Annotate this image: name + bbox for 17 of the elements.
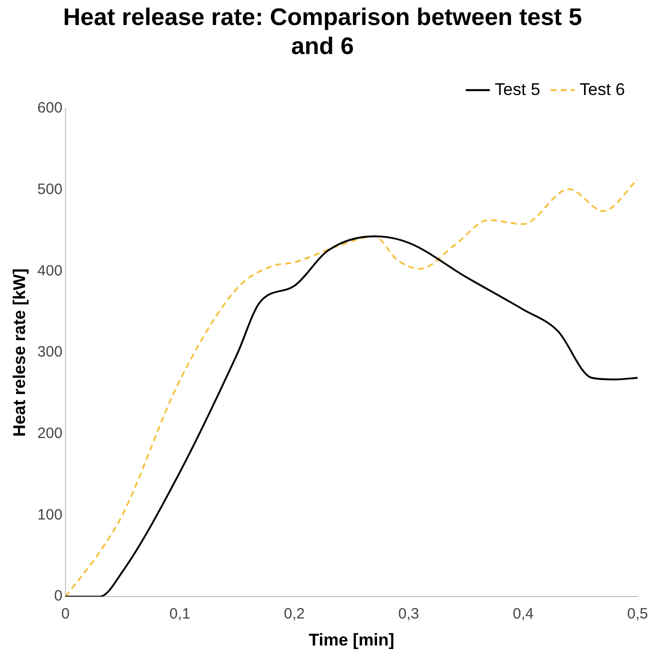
x-tick-label: 0,3 xyxy=(398,606,420,623)
x-axis-title: Time [min] xyxy=(308,630,394,650)
x-tick-label: 0,5 xyxy=(627,606,648,623)
x-tick-label: 0,4 xyxy=(512,606,534,623)
x-tick-label: 0,2 xyxy=(284,606,305,623)
y-tick-label: 300 xyxy=(37,344,62,361)
legend-label: Test 6 xyxy=(580,80,626,99)
y-tick-label: 200 xyxy=(37,425,62,442)
chart-title: Heat release rate: Comparison between test 5 and 6 xyxy=(63,4,582,60)
y-axis-title: Heat relese rate [kW] xyxy=(10,268,29,437)
legend-label: Test 5 xyxy=(494,80,540,99)
y-tick-label: 400 xyxy=(37,262,62,280)
y-tick-label: 100 xyxy=(37,506,62,524)
y-tick-label: 0 xyxy=(54,588,62,605)
y-tick-label: 600 xyxy=(37,100,62,117)
y-tick-label: 500 xyxy=(37,181,62,198)
x-tick-label: 0,1 xyxy=(169,606,190,623)
